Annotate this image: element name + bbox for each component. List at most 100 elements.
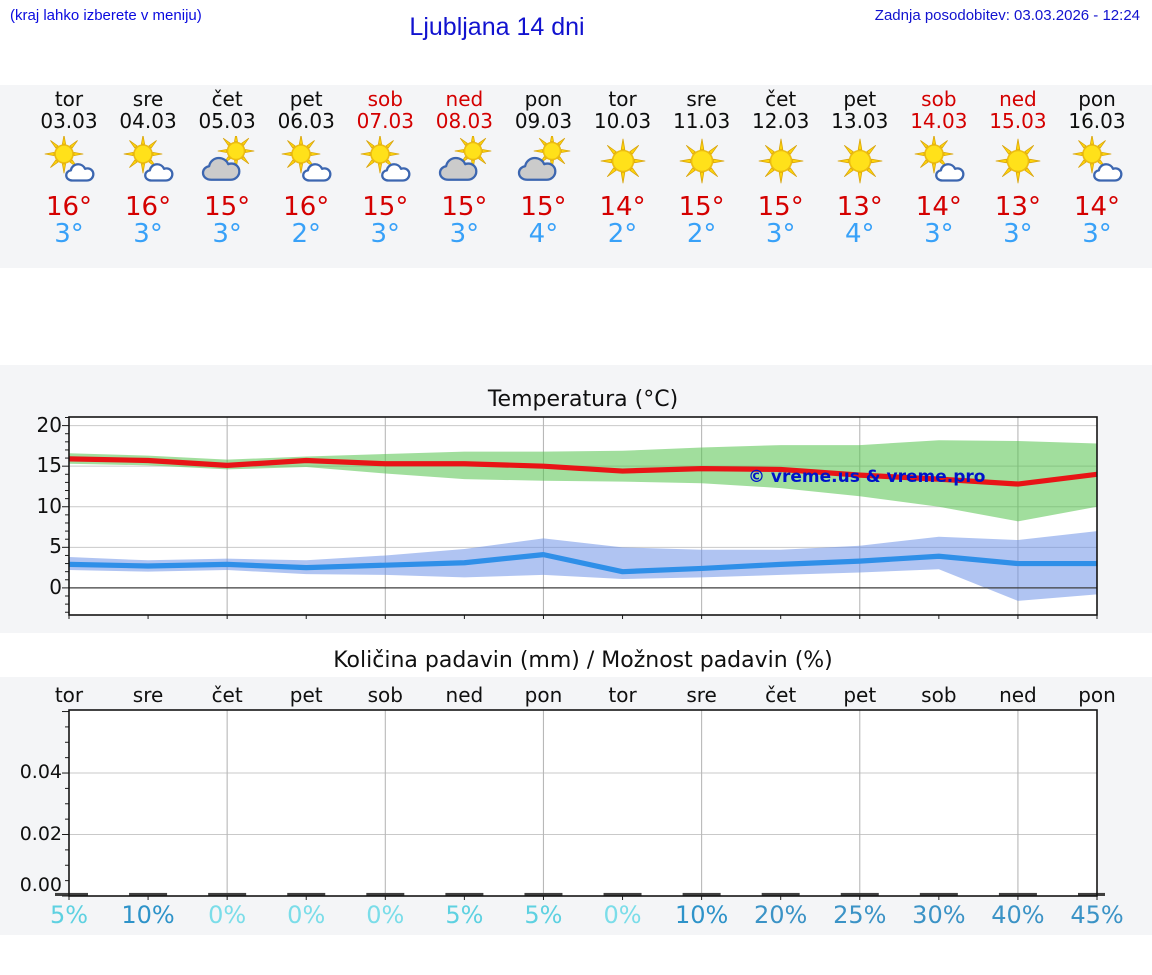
partly-sunny-icon — [360, 134, 411, 182]
location-menu-hint: (kraj lahko izberete v meniju) — [10, 7, 202, 24]
day-date: 04.03 — [119, 109, 177, 133]
high-temp: 15° — [757, 192, 804, 222]
watermark-link[interactable]: © vreme.us & vreme.pro — [748, 467, 986, 487]
low-temp: 3° — [370, 219, 401, 249]
high-temp: 16° — [125, 192, 172, 222]
high-temp: 14° — [1073, 192, 1121, 222]
precip-bar — [919, 892, 958, 896]
day-column: ned 15.03 13° 3° — [978, 85, 1058, 268]
day-column: tor 10.03 14° 2° — [583, 85, 663, 268]
day-date: 05.03 — [198, 109, 256, 133]
precip-bar — [55, 892, 88, 896]
partly-sunny-icon — [44, 134, 95, 182]
precip-bar — [761, 892, 800, 896]
weather-icon-wrap — [1057, 134, 1137, 186]
weather-icon-wrap — [266, 134, 346, 186]
weather-icon-wrap — [820, 136, 900, 186]
day-date: 09.03 — [514, 109, 573, 133]
partly-sunny-icon — [1072, 134, 1123, 182]
high-temp: 16° — [45, 192, 93, 222]
precip-day-label: tor — [54, 683, 84, 707]
high-temp: 15° — [204, 192, 251, 222]
y-axis-label: 10 — [36, 493, 62, 518]
precip-probability: 5% — [49, 901, 89, 929]
low-temp: 3° — [765, 219, 796, 249]
high-temp: 14° — [599, 192, 646, 222]
low-temp: 3° — [54, 219, 84, 249]
high-temp: 13° — [836, 192, 883, 222]
precip-probability: 10% — [121, 901, 175, 929]
weather-icon-wrap — [29, 134, 109, 186]
weather-icon-wrap — [978, 136, 1058, 186]
mostly-cloudy-icon — [439, 132, 492, 181]
high-temp: 15° — [362, 192, 409, 222]
weather-icon-wrap — [108, 134, 188, 186]
precip-day-label: tor — [608, 683, 637, 707]
low-temp: 3° — [212, 219, 242, 249]
low-temp: 2° — [291, 219, 321, 249]
day-column: čet 05.03 15° 3° — [187, 85, 267, 268]
day-name: pon — [524, 87, 563, 111]
day-name: sre — [686, 87, 717, 111]
y-axis-label: 0.02 — [19, 822, 62, 845]
day-column: tor 03.03 16° 3° — [29, 85, 109, 268]
precip-day-label: ned — [999, 683, 1037, 707]
day-column: čet 12.03 15° 3° — [741, 85, 821, 268]
day-name: ned — [999, 87, 1037, 111]
day-column: sob 07.03 15° 3° — [345, 85, 425, 268]
precip-day-label: čet — [211, 683, 243, 707]
precip-bar — [129, 892, 168, 896]
precip-day-label: sob — [367, 683, 403, 707]
sunny-icon — [679, 138, 725, 184]
precip-bar — [1078, 892, 1105, 896]
weather-icon-wrap — [187, 132, 267, 186]
weather-icon-wrap — [583, 136, 663, 186]
precip-bar — [208, 892, 247, 896]
precip-bar — [998, 892, 1037, 896]
forecast-strip: tor 03.03 16° 3° sre 04.03 16° 3° čet 05.03 15° 3° p… — [0, 85, 1152, 268]
day-column: sre 04.03 16° 3° — [108, 85, 188, 268]
y-axis-label: 0 — [49, 574, 62, 599]
day-column: ned 08.03 15° 3° — [424, 85, 504, 268]
day-column: pon 16.03 14° 3° — [1057, 85, 1137, 268]
precip-probability: 5% — [445, 901, 484, 929]
day-name: tor — [608, 87, 637, 111]
day-name: čet — [765, 87, 797, 111]
low-temp: 3° — [1082, 219, 1112, 249]
high-temp: 13° — [994, 192, 1041, 222]
day-date: 06.03 — [277, 109, 335, 133]
precip-day-label: ned — [445, 683, 484, 707]
precip-probability: 0% — [603, 901, 642, 929]
high-temp: 16° — [283, 192, 330, 222]
precip-day-label: čet — [765, 683, 797, 707]
day-date: 13.03 — [831, 109, 889, 133]
low-temp: 2° — [607, 219, 638, 249]
precip-probability: 40% — [991, 901, 1045, 929]
weather-icon-wrap — [662, 136, 742, 186]
y-axis-label: 0.00 — [19, 874, 62, 896]
sunny-icon — [758, 138, 804, 184]
precip-probability: 30% — [912, 901, 966, 929]
day-name: tor — [54, 87, 84, 111]
precip-probability: 0% — [366, 901, 405, 929]
precip-day-label: pet — [843, 683, 877, 707]
precip-bar — [287, 892, 326, 896]
low-temp: 3° — [1003, 219, 1033, 249]
y-axis-label: 15 — [36, 453, 62, 478]
high-temp: 15° — [678, 192, 725, 222]
page-title: Ljubljana 14 dni — [409, 13, 585, 41]
day-name: sob — [921, 87, 957, 111]
day-column: sob 14.03 14° 3° — [899, 85, 979, 268]
precip-bar — [524, 892, 563, 896]
high-temp: 15° — [441, 192, 488, 222]
day-date: 03.03 — [40, 109, 98, 133]
day-date: 10.03 — [593, 109, 652, 133]
weather-icon-wrap — [503, 132, 583, 186]
precip-day-label: sre — [686, 683, 717, 707]
y-axis-label: 20 — [36, 412, 62, 437]
day-column: pon 09.03 15° 4° — [503, 85, 583, 268]
day-column: sre 11.03 15° 2° — [662, 85, 742, 268]
weather-icon-wrap — [899, 134, 979, 186]
day-date: 16.03 — [1068, 109, 1126, 133]
day-name: čet — [211, 87, 243, 111]
